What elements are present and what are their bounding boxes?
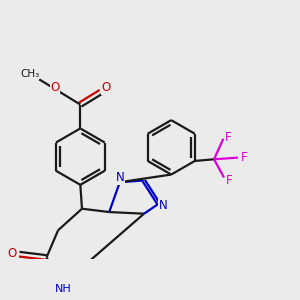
Text: F: F [241, 151, 247, 164]
Text: F: F [225, 130, 232, 144]
Text: F: F [225, 130, 232, 144]
Text: NH: NH [55, 284, 71, 294]
Text: F: F [226, 174, 232, 188]
Text: N: N [159, 199, 168, 212]
Text: O: O [50, 81, 59, 94]
Text: O: O [8, 247, 16, 260]
Text: N: N [159, 199, 168, 212]
Text: NH: NH [55, 284, 71, 294]
Text: CH₃: CH₃ [20, 69, 40, 79]
Text: F: F [241, 151, 247, 164]
Text: F: F [226, 174, 232, 188]
Text: O: O [101, 82, 110, 94]
Text: O: O [101, 82, 110, 94]
Text: N: N [116, 171, 124, 184]
Text: CH₃: CH₃ [20, 69, 40, 79]
Text: N: N [116, 171, 124, 184]
Text: O: O [50, 81, 59, 94]
Text: O: O [8, 247, 16, 260]
